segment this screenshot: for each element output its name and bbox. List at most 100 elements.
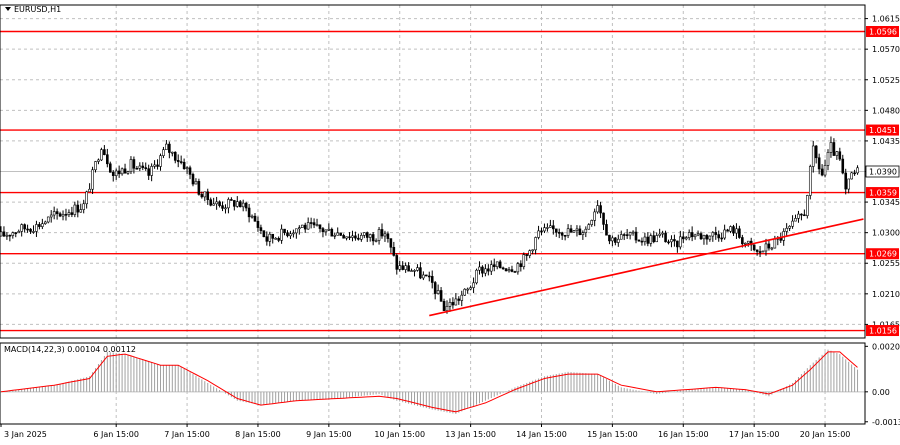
candle-body (108, 163, 112, 173)
candle-body (371, 234, 375, 242)
candle (64, 208, 68, 221)
candle-body (253, 215, 257, 222)
ascending-trendline[interactable] (429, 218, 864, 317)
candle-body (519, 263, 523, 267)
candle (173, 151, 177, 164)
candle-body (746, 240, 750, 244)
candle-body (238, 201, 242, 208)
candle (720, 232, 723, 242)
candle-body (244, 202, 248, 209)
candle-body (611, 237, 614, 242)
candle (230, 197, 233, 201)
candle (41, 218, 44, 230)
candle (655, 232, 658, 243)
candle (611, 235, 614, 247)
candle (300, 224, 304, 228)
candle-body (368, 234, 372, 238)
candle (457, 296, 461, 305)
candle-body (572, 230, 576, 233)
candle (584, 226, 588, 238)
candle-body (227, 199, 230, 209)
candle (23, 223, 26, 233)
candle (70, 206, 74, 218)
candle (265, 231, 269, 246)
candle-body (430, 276, 434, 283)
candle (557, 228, 561, 239)
candle (76, 200, 80, 218)
symbol-menu-icon[interactable] (5, 7, 11, 11)
candle-body (374, 240, 378, 242)
candle-body (643, 236, 647, 242)
candle (495, 261, 499, 270)
candle (153, 160, 156, 169)
candle-body (38, 224, 41, 227)
candle (770, 246, 774, 251)
candle-body (392, 247, 396, 256)
candle-body (844, 172, 848, 190)
candle (549, 219, 552, 228)
candle-body (658, 233, 661, 236)
candle (487, 264, 490, 276)
candle (383, 230, 387, 242)
candle (215, 196, 218, 210)
candle (58, 211, 62, 218)
candle-body (324, 229, 328, 233)
candle (106, 148, 109, 168)
candle (640, 237, 644, 246)
candle-body (309, 222, 313, 224)
candle (26, 224, 29, 233)
candle-body (803, 214, 806, 217)
candle-body (138, 165, 142, 169)
candle (566, 224, 570, 239)
candle (235, 196, 239, 208)
candle (419, 262, 422, 280)
candle (46, 216, 50, 224)
candle (608, 234, 611, 245)
candle-body (209, 199, 213, 206)
candle-body (357, 237, 360, 240)
candle-body (32, 231, 35, 233)
candle-body (637, 239, 641, 242)
candle (132, 156, 136, 174)
candle (241, 199, 245, 212)
candle-body (23, 224, 26, 230)
candle-body (182, 161, 186, 169)
candle (35, 220, 38, 237)
candle-body (70, 212, 74, 215)
candle (91, 166, 94, 195)
candle (425, 274, 428, 277)
candle-body (513, 271, 517, 273)
candle-body (738, 228, 741, 238)
candle-body (20, 224, 23, 232)
candle (693, 233, 697, 240)
candle-body (495, 261, 499, 268)
y-tick-label: 1.0570 (872, 45, 900, 54)
candle (679, 230, 682, 250)
candle-body (271, 233, 275, 239)
candle (259, 224, 263, 235)
candle (433, 281, 437, 300)
candle-body (126, 171, 130, 174)
candle-body (283, 228, 286, 234)
candle (327, 223, 331, 232)
candle-body (510, 269, 514, 272)
candle-body (448, 302, 452, 307)
candle-body (425, 274, 428, 277)
candle-body (413, 270, 416, 272)
candle-body (200, 194, 204, 198)
candle-body (690, 232, 694, 238)
candle-body (767, 243, 771, 249)
candle (262, 230, 266, 238)
candle (614, 237, 617, 246)
candle-body (489, 264, 493, 272)
candle-body (427, 275, 431, 278)
candle-body (829, 142, 833, 153)
candle (221, 201, 224, 212)
candle-body (348, 236, 351, 239)
candle (451, 297, 455, 309)
candle-body (554, 228, 558, 233)
candle (233, 199, 236, 211)
macd-tick-label: 0.00205 (872, 342, 900, 351)
